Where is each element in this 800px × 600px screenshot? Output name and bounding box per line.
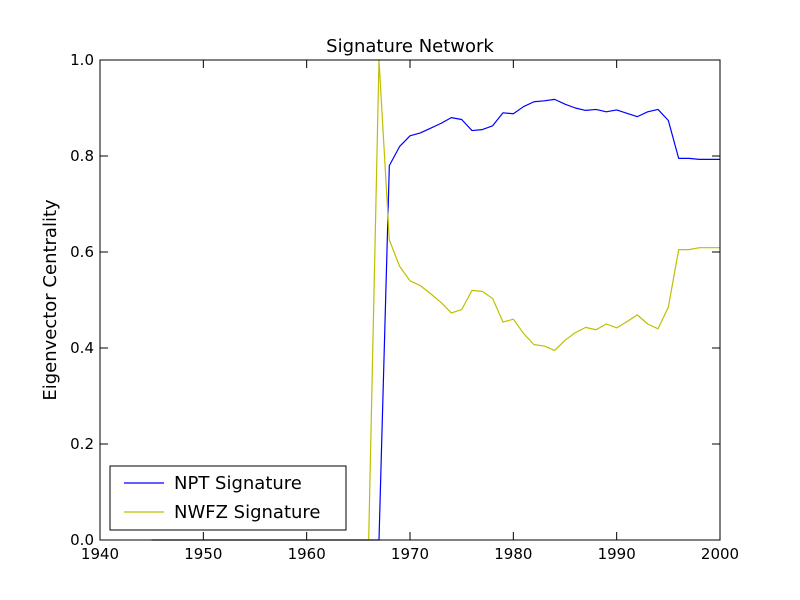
y-tick-label: 0.6 [70, 243, 94, 261]
legend-box [109, 465, 347, 531]
x-tick-label: 1950 [184, 545, 222, 563]
x-tick-label: 1980 [494, 545, 532, 563]
x-tick-label: 2000 [701, 545, 739, 563]
tick-labels: 1940 1950 1960 1970 1980 1990 2000 0.0 0.2 0.4 0.6… [70, 51, 739, 563]
legend: NPT Signature NWFZ Signature [109, 465, 347, 531]
x-tick-label: 1940 [81, 545, 119, 563]
chart-title: Signature Network [326, 36, 494, 57]
x-tick-label: 1970 [391, 545, 429, 563]
y-axis-label: Eigenvector Centrality [40, 199, 61, 401]
legend-label: NWFZ Signature [174, 502, 321, 523]
plot-frame [99, 59, 721, 541]
y-tick-label: 0.8 [70, 147, 94, 165]
legend-label: NPT Signature [174, 473, 302, 494]
y-tick-label: 0.4 [70, 339, 94, 357]
y-tick-label: 0.0 [70, 531, 94, 549]
x-tick-label: 1990 [598, 545, 636, 563]
x-tick-label: 1960 [288, 545, 326, 563]
y-tick-label: 0.2 [70, 435, 94, 453]
y-tick-label: 1.0 [70, 51, 94, 69]
